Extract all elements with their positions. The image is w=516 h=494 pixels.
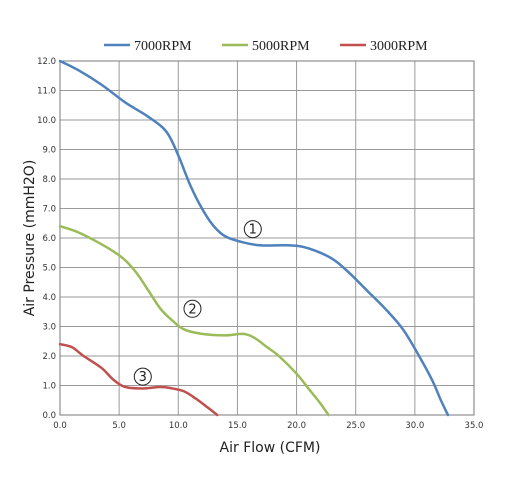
annotation-label: 2	[188, 302, 196, 317]
y-tick-label: 3.0	[42, 323, 56, 333]
y-tick-label: 2.0	[42, 352, 56, 362]
y-tick-label: 7.0	[42, 205, 56, 215]
y-tick-label: 5.0	[42, 264, 56, 274]
annotation-marker	[133, 367, 152, 386]
x-tick-label: 25.0	[346, 421, 365, 431]
series-lines	[58, 59, 450, 417]
annotation-label: 3	[139, 370, 147, 385]
x-tick-label: 35.0	[465, 421, 484, 431]
axes: 0.0 5.0 10.0 15.0 20.0 25.0 30.0 35.00.01.02.03…	[37, 57, 483, 431]
y-tick-label: 4.0	[42, 293, 56, 303]
x-axis-title: Air Flow (CFM)	[220, 440, 321, 456]
annotation-label: 1	[249, 223, 257, 238]
x-tick-label: 30.0	[405, 421, 424, 431]
annotation-marker	[183, 299, 202, 318]
x-tick-label: 15.0	[228, 421, 247, 431]
plot-border	[59, 60, 475, 416]
x-tick-label: 20.0	[287, 421, 306, 431]
y-tick-label: 0.0	[42, 411, 56, 421]
annotation-marker	[243, 220, 262, 239]
y-tick-label: 10.0	[37, 116, 56, 126]
series-line-7000rpm	[58, 59, 450, 417]
legend-label-7000rpm: 7000RPM	[134, 39, 192, 54]
y-tick-label: 6.0	[42, 234, 56, 244]
series-line-3000rpm	[58, 342, 219, 417]
y-axis-title: Air Pressure (mmH2O)	[22, 160, 38, 317]
legend: 7000RPM 5000RPM 3000RPM	[104, 39, 428, 54]
grid	[59, 60, 475, 416]
series-line-5000rpm	[58, 224, 330, 417]
annotations: 1 2 3	[133, 220, 262, 386]
y-tick-label: 9.0	[42, 146, 56, 156]
y-tick-label: 11.0	[37, 87, 56, 97]
y-tick-label: 12.0	[37, 57, 56, 67]
x-tick-label: 10.0	[169, 421, 188, 431]
x-tick-label: 0.0	[53, 421, 67, 431]
x-tick-label: 5.0	[112, 421, 126, 431]
legend-label-5000rpm: 5000RPM	[252, 39, 310, 54]
y-tick-label: 8.0	[42, 175, 56, 185]
y-tick-label: 1.0	[42, 382, 56, 392]
legend-label-3000rpm: 3000RPM	[370, 39, 428, 54]
